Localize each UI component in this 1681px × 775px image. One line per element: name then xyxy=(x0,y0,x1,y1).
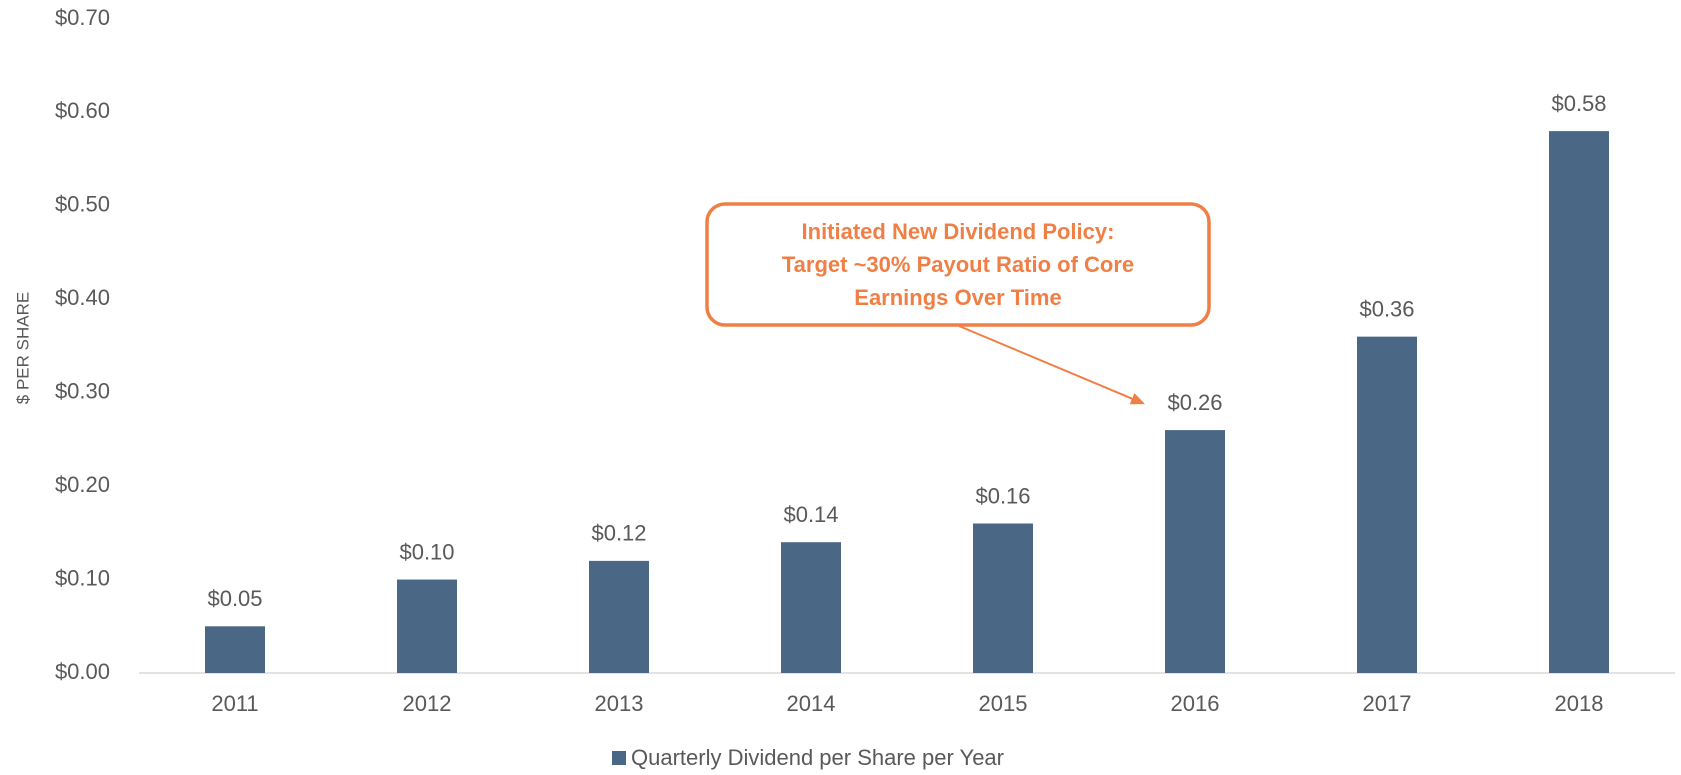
value-label: $0.10 xyxy=(399,539,454,564)
y-tick-label: $0.20 xyxy=(55,472,110,497)
y-tick-label: $0.10 xyxy=(55,565,110,590)
annotation-text: Earnings Over Time xyxy=(854,285,1061,310)
y-tick-label: $0.60 xyxy=(55,98,110,123)
legend-label: Quarterly Dividend per Share per Year xyxy=(631,745,1004,770)
bar xyxy=(397,579,457,673)
y-tick-label: $0.00 xyxy=(55,659,110,684)
y-tick-label: $0.30 xyxy=(55,379,110,404)
annotation-text: Target ~30% Payout Ratio of Core xyxy=(782,252,1134,277)
bar xyxy=(1357,336,1417,673)
x-tick-label: 2011 xyxy=(211,691,258,716)
y-tick-label: $0.40 xyxy=(55,285,110,310)
annotation-box xyxy=(705,202,1211,327)
value-label: $0.58 xyxy=(1551,91,1606,116)
annotation-arrow xyxy=(958,325,1133,400)
y-tick-label: $0.70 xyxy=(55,5,110,30)
value-label: $0.05 xyxy=(207,586,262,611)
x-tick-label: 2012 xyxy=(403,691,452,716)
value-label: $0.12 xyxy=(591,521,646,546)
x-tick-label: 2018 xyxy=(1555,691,1604,716)
value-label: $0.26 xyxy=(1167,390,1222,415)
x-tick-label: 2014 xyxy=(787,691,836,716)
bar xyxy=(1165,430,1225,673)
legend-swatch xyxy=(612,751,626,765)
bar xyxy=(781,542,841,673)
x-tick-label: 2015 xyxy=(979,691,1028,716)
value-label: $0.14 xyxy=(783,502,838,527)
bar xyxy=(1549,131,1609,674)
bar xyxy=(973,523,1033,673)
value-label: $0.16 xyxy=(975,483,1030,508)
x-tick-label: 2017 xyxy=(1363,691,1412,716)
bar xyxy=(205,626,265,673)
x-tick-label: 2016 xyxy=(1171,691,1220,716)
y-axis-title: $ PER SHARE xyxy=(13,292,32,404)
y-tick-label: $0.50 xyxy=(55,192,110,217)
annotation-text: Initiated New Dividend Policy: xyxy=(802,219,1115,244)
annotation-arrowhead xyxy=(1129,393,1145,405)
x-tick-label: 2013 xyxy=(595,691,644,716)
value-label: $0.36 xyxy=(1359,296,1414,321)
bar xyxy=(589,560,649,673)
